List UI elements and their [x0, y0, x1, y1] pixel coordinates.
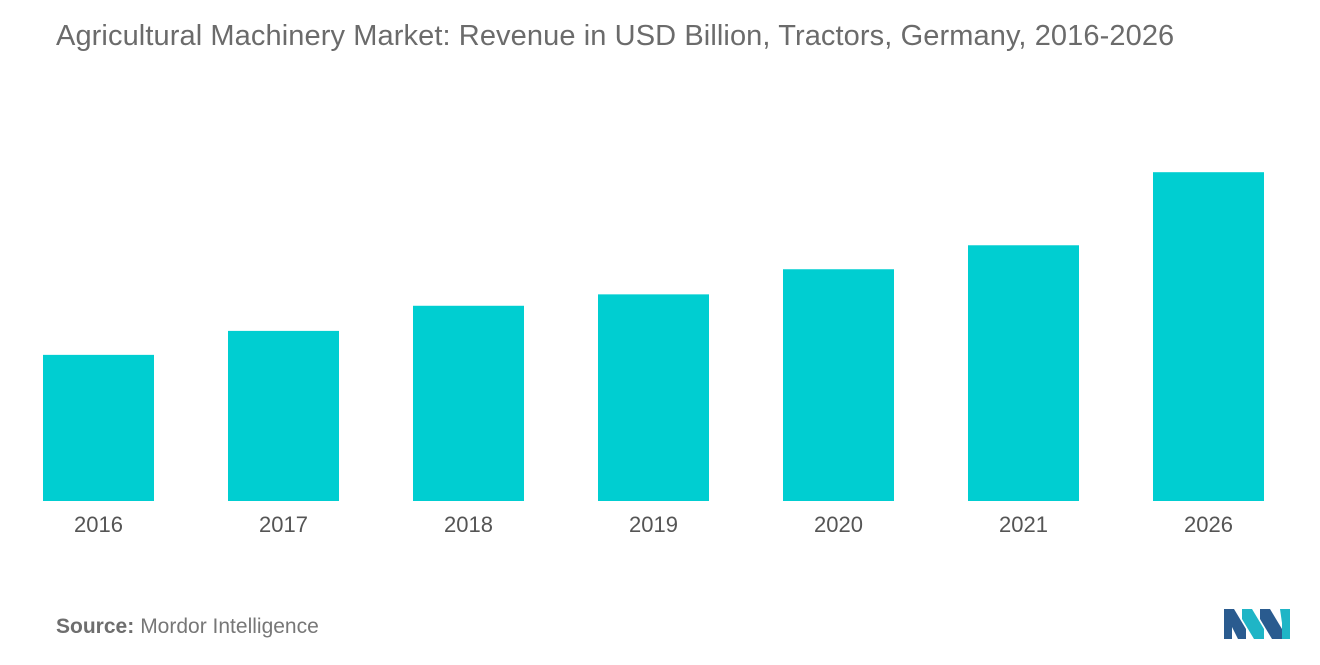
- mordor-intelligence-logo-icon: [1224, 609, 1290, 639]
- x-axis-tick-labels: 2016 2017 2018 2019 2020 2021 2026: [74, 512, 1233, 537]
- source-note: Source: Mordor Intelligence: [56, 615, 319, 639]
- bar-2017: [228, 330, 339, 501]
- x-tick-label-2016: 2016: [74, 512, 123, 537]
- bar-2020: [783, 269, 894, 501]
- x-tick-label-2021: 2021: [999, 512, 1048, 537]
- bar-2018: [413, 305, 524, 501]
- source-label: Source:: [56, 615, 135, 638]
- chart-title: Agricultural Machinery Market: Revenue i…: [56, 20, 1175, 52]
- bar-2026: [1153, 172, 1264, 501]
- x-tick-label-2017: 2017: [259, 512, 308, 537]
- x-tick-label-2026: 2026: [1184, 512, 1233, 537]
- x-tick-label-2019: 2019: [629, 512, 678, 537]
- bar-2019: [598, 294, 709, 501]
- bar-2016: [43, 354, 154, 501]
- bar-2021: [968, 245, 1079, 501]
- bar-series: [43, 172, 1264, 501]
- x-tick-label-2018: 2018: [444, 512, 493, 537]
- source-value: Mordor Intelligence: [140, 615, 319, 638]
- x-tick-label-2020: 2020: [814, 512, 863, 537]
